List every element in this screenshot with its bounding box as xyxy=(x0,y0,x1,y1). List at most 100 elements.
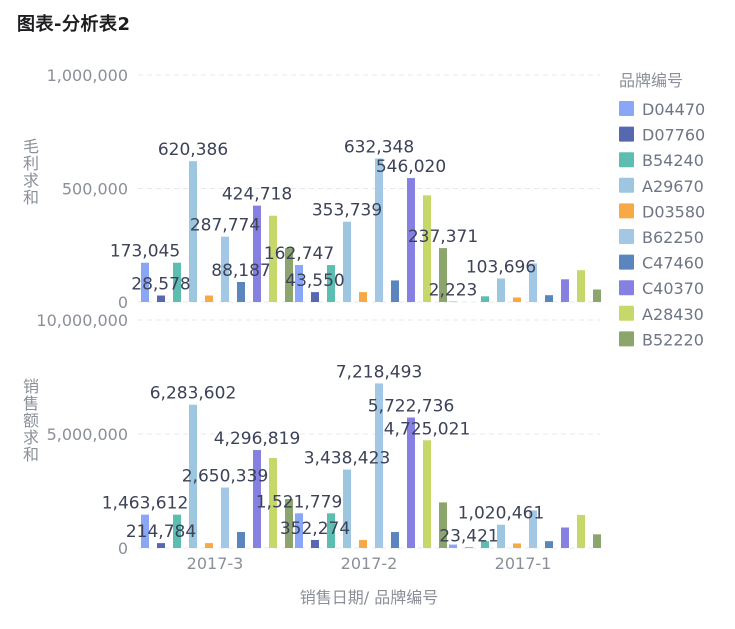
bar-B52220[interactable] xyxy=(439,248,447,302)
bar-D03580[interactable] xyxy=(205,543,213,548)
bar-A28430[interactable] xyxy=(577,514,585,548)
bar-C47460[interactable] xyxy=(391,532,399,548)
legend-label: C40370 xyxy=(642,279,704,298)
bar-D04470[interactable] xyxy=(295,265,303,302)
bar-A29670[interactable] xyxy=(343,469,351,548)
bar-B54240[interactable] xyxy=(173,514,181,548)
bar-B62250[interactable] xyxy=(529,263,537,302)
data-label: 103,696 xyxy=(466,257,536,277)
data-label: 1,463,612 xyxy=(102,494,189,514)
legend-label: C47460 xyxy=(642,254,704,273)
bar-C40370[interactable] xyxy=(407,417,415,548)
bar-C40370[interactable] xyxy=(253,205,261,302)
bar-D07760[interactable] xyxy=(311,539,319,548)
legend-item-A29670[interactable]: A29670 xyxy=(619,177,704,196)
bar-B54240[interactable] xyxy=(327,513,335,548)
legend-item-B54240[interactable]: B54240 xyxy=(619,151,704,170)
data-label: 632,348 xyxy=(344,137,414,157)
bar-C47460[interactable] xyxy=(545,295,553,302)
data-label: 287,774 xyxy=(190,216,260,236)
bar-A28430[interactable] xyxy=(269,215,277,302)
data-label: 6,283,602 xyxy=(150,384,237,404)
bar-C47460[interactable] xyxy=(391,280,399,302)
legend-label: A29670 xyxy=(642,177,704,196)
data-label: 237,371 xyxy=(408,227,478,247)
bar-A29670[interactable] xyxy=(189,161,197,302)
legend-label: B54240 xyxy=(642,151,704,170)
bar-D03580[interactable] xyxy=(513,297,521,302)
bar-C40370[interactable] xyxy=(561,527,569,548)
legend-swatch xyxy=(619,280,634,296)
legend-item-A28430[interactable]: A28430 xyxy=(619,305,704,324)
bar-D04470[interactable] xyxy=(449,544,457,548)
legend-item-B52220[interactable]: B52220 xyxy=(619,330,704,349)
bar-B52220[interactable] xyxy=(285,248,293,302)
y-tick-label: 1,000,000 xyxy=(47,66,128,85)
bar-B62250[interactable] xyxy=(375,158,383,302)
bar-A29670[interactable] xyxy=(497,524,505,548)
bar-A28430[interactable] xyxy=(577,270,585,302)
y-tick-label: 5,000,000 xyxy=(47,425,128,444)
data-label: 3,438,423 xyxy=(304,449,391,469)
bar-B54240[interactable] xyxy=(173,262,181,302)
bar-B54240[interactable] xyxy=(481,296,489,302)
bar-D03580[interactable] xyxy=(205,295,213,302)
legend-item-B62250[interactable]: B62250 xyxy=(619,228,704,247)
bar-D07760[interactable] xyxy=(157,543,165,548)
bar-B54240[interactable] xyxy=(327,265,335,302)
bar-D04470[interactable] xyxy=(141,514,149,548)
bar-D04470[interactable] xyxy=(141,262,149,302)
data-label: 214,784 xyxy=(126,522,196,542)
bar-B54240[interactable] xyxy=(481,541,489,548)
bar-D07760[interactable] xyxy=(465,547,473,548)
bar-D03580[interactable] xyxy=(513,543,521,548)
legend-swatch xyxy=(619,126,634,142)
legend-swatch xyxy=(619,152,634,168)
data-label: 2,650,339 xyxy=(182,467,269,487)
bar-D07760[interactable] xyxy=(157,295,165,302)
bar-A29670[interactable] xyxy=(343,221,351,302)
legend-item-D03580[interactable]: D03580 xyxy=(619,202,705,221)
legend-item-D04470[interactable]: D04470 xyxy=(619,100,705,119)
y-tick-label: 0 xyxy=(118,539,128,558)
x-axis-label: 销售日期/ 品牌编号 xyxy=(300,588,438,607)
bar-A29670[interactable] xyxy=(497,278,505,302)
bar-B52220[interactable] xyxy=(593,534,601,548)
bar-C47460[interactable] xyxy=(237,281,245,302)
bar-A29670[interactable] xyxy=(189,404,197,548)
legend-swatch xyxy=(619,177,634,193)
bar-A28430[interactable] xyxy=(269,457,277,548)
data-label: 43,550 xyxy=(285,271,344,291)
bar-C40370[interactable] xyxy=(561,279,569,302)
bar-C40370[interactable] xyxy=(253,450,261,548)
bar-D04470[interactable] xyxy=(295,513,303,548)
bar-B62250[interactable] xyxy=(375,383,383,548)
bar-C47460[interactable] xyxy=(545,541,553,548)
x-tick-label: 2017-3 xyxy=(187,554,244,573)
legend-label: D07760 xyxy=(642,126,705,145)
bar-B62250[interactable] xyxy=(529,510,537,548)
bar-B62250[interactable] xyxy=(221,236,229,302)
panel-2: 0 5,000,000 10,000,000 销售额求和 1,463,612 214,78… xyxy=(23,311,601,558)
bar-A28430[interactable] xyxy=(423,440,431,548)
legend-item-C47460[interactable]: C47460 xyxy=(619,254,704,273)
bar-B52220[interactable] xyxy=(439,502,447,548)
legend-item-D07760[interactable]: D07760 xyxy=(619,126,705,145)
bar-B52220[interactable] xyxy=(593,289,601,302)
bar-B52220[interactable] xyxy=(285,498,293,548)
bar-D03580[interactable] xyxy=(359,539,367,548)
legend-item-C40370[interactable]: C40370 xyxy=(619,279,704,298)
legend-label: D04470 xyxy=(642,100,705,119)
bar-D03580[interactable] xyxy=(359,292,367,302)
data-label: 7,218,493 xyxy=(336,362,423,382)
bar-C47460[interactable] xyxy=(237,532,245,548)
bar-D04470[interactable] xyxy=(449,301,457,302)
bar-B62250[interactable] xyxy=(221,487,229,548)
legend-swatch xyxy=(619,101,634,116)
bar-D07760[interactable] xyxy=(311,292,319,302)
bar-A28430[interactable] xyxy=(423,195,431,302)
bar-C40370[interactable] xyxy=(407,178,415,302)
data-label: 4,725,021 xyxy=(384,419,471,439)
data-label: 88,187 xyxy=(211,261,270,281)
